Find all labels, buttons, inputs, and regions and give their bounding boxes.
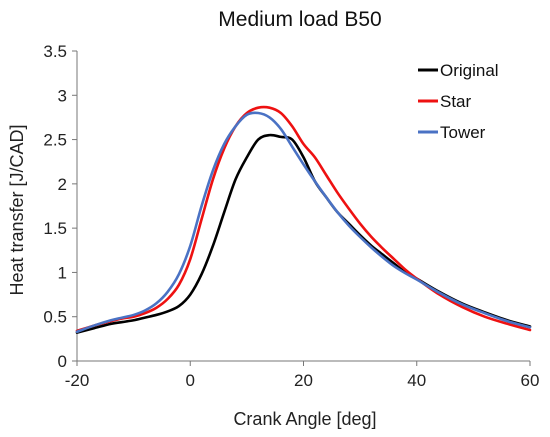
- x-axis-title: Crank Angle [deg]: [233, 409, 376, 429]
- y-tick-label: 2: [58, 175, 67, 194]
- y-tick-label: 0.5: [43, 308, 67, 327]
- y-tick-label: 3.5: [43, 42, 67, 61]
- y-axis-title: Heat transfer [J/CAD]: [7, 124, 27, 295]
- legend: Original Star Tower: [418, 61, 499, 142]
- x-tick-label: 40: [407, 371, 426, 390]
- series-layer: [75, 105, 532, 334]
- y-tick-label: 1.5: [43, 219, 67, 238]
- x-axis-ticks: -20 0 20 40 60: [65, 361, 540, 390]
- x-tick-label: 0: [186, 371, 195, 390]
- y-tick-label: 0: [58, 352, 67, 371]
- x-tick-label: 60: [521, 371, 540, 390]
- y-axis-ticks: 0 0.5 1 1.5 2 2.5 3 3.5: [43, 42, 77, 371]
- x-tick-label: -20: [65, 371, 90, 390]
- series-line-star: [75, 105, 532, 333]
- legend-label-original: Original: [440, 61, 499, 80]
- series-line-tower: [75, 111, 532, 334]
- legend-label-star: Star: [440, 92, 472, 111]
- y-tick-label: 3: [58, 86, 67, 105]
- chart-title: Medium load B50: [218, 8, 381, 31]
- y-tick-label: 2.5: [43, 131, 67, 150]
- x-tick-label: 20: [294, 371, 313, 390]
- legend-label-tower: Tower: [440, 123, 486, 142]
- y-tick-label: 1: [58, 263, 67, 282]
